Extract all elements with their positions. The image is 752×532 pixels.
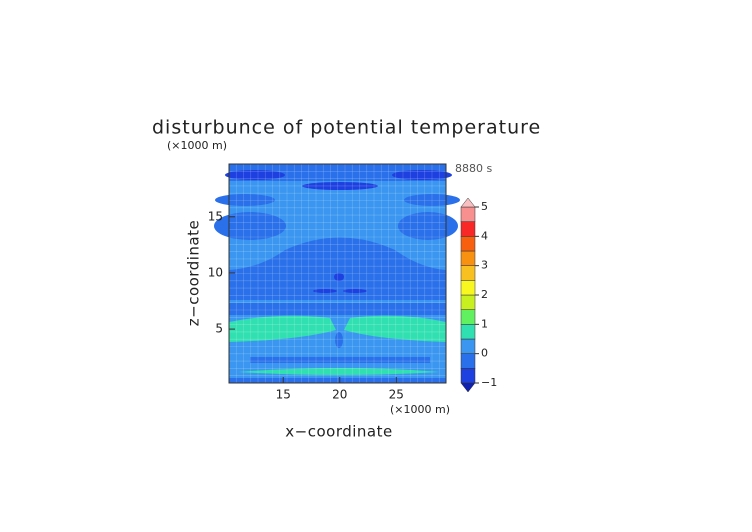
colorbar-tick-label: 0 <box>481 347 488 360</box>
x-axis-label: x−coordinate <box>285 423 392 441</box>
colorbar-over <box>460 197 476 208</box>
colorbar-tick-label: 5 <box>481 200 488 213</box>
contour-region <box>238 368 440 375</box>
colorbar-swatch <box>460 280 476 296</box>
contour-region <box>344 315 446 342</box>
colorbar-under <box>460 382 476 393</box>
chart-title: disturbunce of potential temperature <box>152 117 541 139</box>
y-axis-label: z−coordinate <box>185 220 203 326</box>
y-unit: (×1000 m) <box>167 139 227 152</box>
x-tick-label: 20 <box>332 388 347 402</box>
y-tick-label: 15 <box>208 209 223 223</box>
colorbar-swatch <box>460 221 476 237</box>
colorbar-tick-label: 2 <box>481 288 488 301</box>
x-tick-label: 15 <box>276 388 291 402</box>
plot-frame <box>228 163 447 384</box>
y-tick-label: 5 <box>215 322 223 336</box>
contour-region <box>398 212 458 240</box>
colorbar-swatch <box>460 338 476 354</box>
colorbar-swatch <box>460 250 476 266</box>
colorbar-swatch <box>460 309 476 325</box>
contour-region <box>229 303 446 315</box>
contour-field <box>214 163 460 383</box>
contour-region <box>229 164 446 181</box>
contour-region <box>229 378 446 383</box>
colorbar-swatch <box>460 206 476 222</box>
colorbar-swatch <box>460 265 476 281</box>
contour-region <box>225 170 285 180</box>
contour-region <box>215 194 275 206</box>
colorbar-tick-label: 4 <box>481 229 488 242</box>
colorbar-tick-label: 3 <box>481 259 488 272</box>
colorbar-swatch <box>460 368 476 384</box>
contour-region <box>250 357 430 363</box>
contour-region <box>229 237 446 300</box>
colorbar-swatch <box>460 294 476 310</box>
contour-region <box>229 315 336 342</box>
time-label: 8880 s <box>455 162 492 175</box>
contour-region <box>302 182 378 190</box>
colorbar-swatch <box>460 353 476 369</box>
colorbar-tick-label: 1 <box>481 317 488 330</box>
y-tick-label: 10 <box>208 265 223 279</box>
colorbar-swatch <box>460 236 476 252</box>
contour-region <box>343 289 367 293</box>
colorbar-tick-label: −1 <box>481 376 497 389</box>
contour-region <box>334 273 344 281</box>
contour-region <box>335 332 343 348</box>
contour-region <box>392 170 452 180</box>
x-tick-label: 25 <box>389 388 404 402</box>
contour-region <box>313 289 337 293</box>
contour-region <box>214 212 286 240</box>
colorbar-swatch <box>460 324 476 340</box>
x-unit: (×1000 m) <box>390 403 450 416</box>
